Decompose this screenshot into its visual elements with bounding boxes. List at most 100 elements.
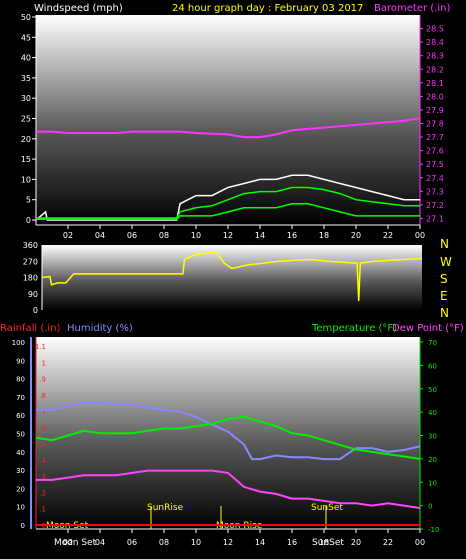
humidity-x-tick-label: 02	[63, 538, 73, 547]
humidity-x-tick-label: 20	[351, 538, 361, 547]
rainfall-y-tick-label: .8	[39, 392, 46, 400]
humidity-y-tick-label: 0	[21, 522, 25, 530]
wind-x-tick-label: 00	[415, 231, 425, 240]
rainfall-y-tick-label: .7	[39, 408, 46, 416]
wind-y-tick-label: 5	[26, 196, 31, 205]
sunset-axis-label: SunSet	[312, 538, 344, 548]
humidity-y-tick-label: 80	[16, 376, 25, 384]
series-wind-direction	[41, 251, 423, 302]
temperature-axis-title: Temperature (°F)	[311, 323, 397, 334]
barometer-y-tick-label: 28.2	[426, 65, 444, 74]
barometer-y-tick-label: 28.4	[426, 38, 444, 47]
wind-y-tick-label: 0	[26, 216, 31, 225]
humidity-y-tick-label: 60	[16, 412, 25, 420]
compass-label-n-bottom: N	[440, 306, 449, 320]
wind-x-tick-label: 12	[223, 231, 233, 240]
wind-x-tick-label: 02	[63, 231, 73, 240]
humidity-x-tick-label: 08	[159, 538, 169, 547]
wind-y-tick-label: 35	[21, 74, 31, 83]
wind-x-tick-label: 06	[127, 231, 137, 240]
wind-y-tick-label: 15	[21, 155, 31, 164]
barometer-y-tick-label: 28.5	[426, 25, 444, 34]
dewpoint-axis-title: Dew Point (°F)	[392, 323, 464, 334]
temperature-y-tick-label: 0	[428, 503, 432, 511]
rainfall-y-tick-label: .6	[39, 424, 46, 432]
direction-y-tick-label: 180	[23, 274, 38, 283]
humidity-y-tick-label: 90	[16, 357, 25, 365]
direction-y-tick-label: 270	[23, 257, 38, 266]
wind-y-tick-label: 30	[21, 94, 31, 103]
temperature-y-tick-label: 60	[428, 362, 437, 370]
humidity-x-tick-label: 14	[255, 538, 265, 547]
wind-x-tick-label: 14	[255, 231, 265, 240]
direction-y-tick-label: 0	[33, 306, 38, 315]
humidity-y-tick-label: 70	[16, 394, 25, 402]
direction-y-tick-label: 90	[28, 290, 38, 299]
wind-y-tick-label: 50	[21, 13, 31, 22]
humidity-axis-title: Humidity (%)	[67, 323, 133, 334]
humidity-x-tick-label: 00	[415, 538, 425, 547]
series-humidity	[36, 401, 421, 461]
compass-label-e: E	[440, 289, 448, 303]
barometer-y-tick-label: 27.4	[426, 174, 444, 183]
barometer-y-tick-label: 27.1	[426, 214, 444, 223]
sunrise-label: SunRise	[147, 503, 184, 513]
wind-x-tick-label: 16	[287, 231, 297, 240]
humidity-y-tick-label: 50	[16, 431, 25, 439]
humidity-x-tick-label: 10	[191, 538, 201, 547]
humidity-x-tick-label: 12	[223, 538, 233, 547]
rainfall-y-tick-label: .9	[39, 376, 46, 384]
temperature-y-tick-label: 30	[428, 433, 437, 441]
series-temperature	[35, 415, 421, 460]
temperature-y-tick-label: 50	[428, 386, 437, 394]
wind-x-tick-label: 20	[351, 231, 361, 240]
humidity-x-tick-label: 04	[95, 538, 105, 547]
wind-x-tick-label: 18	[319, 231, 329, 240]
barometer-y-tick-label: 27.7	[426, 133, 444, 142]
wind-x-tick-label: 04	[95, 231, 105, 240]
rainfall-y-tick-label: .5	[39, 441, 46, 449]
temperature-y-tick-label: 20	[428, 456, 437, 464]
humidity-x-tick-label: 18	[319, 538, 329, 547]
temperature-y-tick-label: 10	[428, 479, 437, 487]
wind-y-tick-label: 10	[21, 175, 31, 184]
barometer-y-tick-label: 28.1	[426, 79, 444, 88]
rainfall-y-tick-label: .4	[39, 457, 46, 465]
humidity-x-tick-label: 22	[383, 538, 393, 547]
direction-y-tick-label: 360	[23, 241, 38, 250]
wind-y-tick-label: 40	[21, 54, 31, 63]
wind-x-tick-label: 08	[159, 231, 169, 240]
humidity-x-tick-label: 06	[127, 538, 137, 547]
wind-y-tick-label: 20	[21, 135, 31, 144]
series-barometer	[36, 117, 421, 139]
wind-x-tick-label: 22	[383, 231, 393, 240]
direction-plot-area	[42, 245, 422, 310]
humidity-y-tick-label: 30	[16, 467, 25, 475]
series-wind-average	[36, 186, 420, 219]
moonset-axis-label: Moon Set	[54, 538, 97, 548]
humidity-y-tick-label: 100	[12, 339, 25, 347]
rainfall-y-tick-label: .1	[39, 506, 46, 514]
compass-label-w: W	[440, 255, 452, 269]
humidity-x-tick-label: 16	[287, 538, 297, 547]
humidity-y-tick-label: 10	[16, 504, 25, 512]
windspeed-axis-title: Windspeed (mph)	[34, 3, 123, 14]
barometer-y-tick-label: 27.5	[426, 160, 444, 169]
compass-label-s: S	[440, 272, 448, 286]
series-dew-point	[36, 469, 421, 509]
compass-label-n-top: N	[440, 237, 449, 251]
temperature-y-tick-label: -10	[428, 526, 439, 534]
barometer-y-tick-label: 28.0	[426, 92, 444, 101]
wind-y-tick-label: 25	[21, 115, 31, 124]
wind-plot-area	[36, 15, 420, 225]
temperature-y-tick-label: 40	[428, 409, 437, 417]
wind-y-tick-label: 45	[21, 33, 31, 42]
barometer-y-tick-label: 27.2	[426, 201, 444, 210]
barometer-y-tick-label: 27.8	[426, 120, 444, 129]
rainfall-y-tick-label: 1	[42, 359, 46, 367]
series-wind-minimum	[36, 203, 420, 220]
barometer-axis-title: Barometer (.in)	[374, 3, 450, 14]
rainfall-y-tick-label: .2	[39, 489, 46, 497]
barometer-y-tick-label: 27.3	[426, 187, 444, 196]
